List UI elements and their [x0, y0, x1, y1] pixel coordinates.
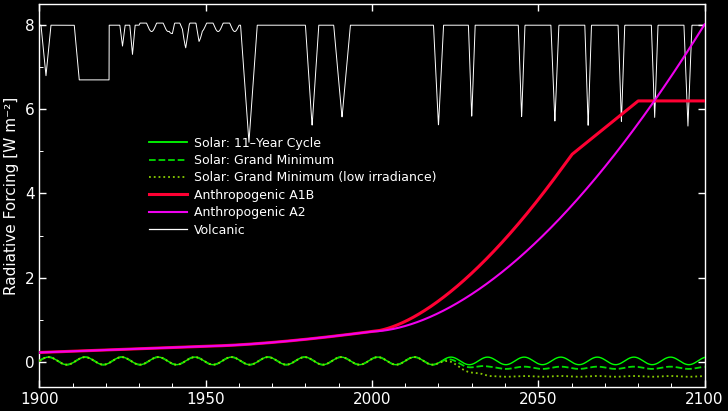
- Legend: Solar: 11–Year Cycle, Solar: Grand Minimum, Solar: Grand Minimum (low irradiance: Solar: 11–Year Cycle, Solar: Grand Minim…: [146, 133, 440, 240]
- Y-axis label: Radiative Forcing [W m⁻²]: Radiative Forcing [W m⁻²]: [4, 97, 19, 295]
